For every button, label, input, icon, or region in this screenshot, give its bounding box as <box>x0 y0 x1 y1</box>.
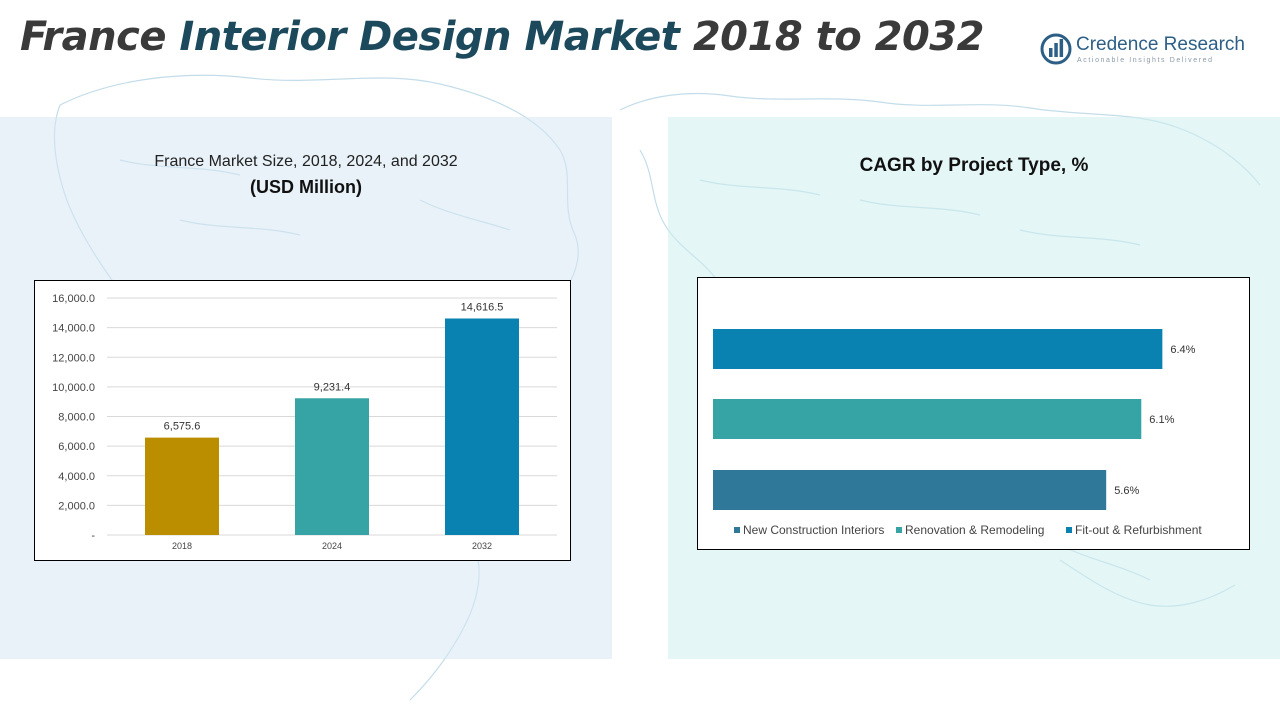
page-title: France Interior Design Market 2018 to 20… <box>20 14 984 60</box>
logo-name: Credence Research <box>1076 34 1245 55</box>
legend-label: Renovation & Remodeling <box>905 523 1044 537</box>
bar-value-label: 9,231.4 <box>314 381 351 393</box>
cagr-horizontal-bar-chart: 5.6% 6.1% 6.4% New Construction Interiors Re… <box>713 329 1202 537</box>
hbar-0 <box>713 470 1107 510</box>
cagr-chart-frame: 5.6% 6.1% 6.4% New Construction Interiors Re… <box>697 277 1250 550</box>
x-tick-label: 2032 <box>472 541 492 551</box>
y-tick-label: 10,000.0 <box>52 382 95 394</box>
y-tick-label: - <box>91 530 95 542</box>
hbar-value-label: 6.1% <box>1149 414 1174 426</box>
hbar-value-label: 6.4% <box>1170 344 1195 356</box>
y-tick-label: 16,000.0 <box>52 293 95 305</box>
y-tick-label: 4,000.0 <box>58 471 95 483</box>
credence-research-logo: Credence Research Actionable Insights De… <box>1040 30 1260 70</box>
bar-2018 <box>145 437 219 535</box>
bar-value-label: 14,616.5 <box>461 301 504 313</box>
bar-2032 <box>445 318 519 535</box>
legend-label: New Construction Interiors <box>743 523 884 537</box>
legend-label: Fit-out & Refurbishment <box>1075 523 1202 537</box>
cagr-chart-title: CAGR by Project Type, % <box>859 155 1089 176</box>
y-tick-label: 8,000.0 <box>58 412 95 424</box>
y-tick-label: 2,000.0 <box>58 500 95 512</box>
logo-mark-icon <box>1040 33 1072 65</box>
market-size-unit-label: (USD Million) <box>250 177 362 197</box>
hbar-2 <box>713 329 1163 369</box>
legend-swatch <box>896 527 902 533</box>
legend-swatch <box>734 527 740 533</box>
x-tick-label: 2024 <box>322 541 342 551</box>
x-tick-label: 2018 <box>172 541 192 551</box>
logo-tagline: Actionable Insights Delivered <box>1077 57 1214 64</box>
market-size-chart-title: France Market Size, 2018, 2024, and 2032 <box>154 153 458 170</box>
y-tick-label: 12,000.0 <box>52 352 95 364</box>
market-size-chart-frame: - 2,000.0 4,000.0 6,000.0 8,000.0 10,000.0 12,… <box>34 280 571 561</box>
hbar-value-label: 5.6% <box>1114 485 1139 497</box>
hbar-1 <box>713 399 1142 439</box>
y-tick-label: 6,000.0 <box>58 441 95 453</box>
bar-value-label: 6,575.6 <box>164 421 201 433</box>
market-size-bar-chart: - 2,000.0 4,000.0 6,000.0 8,000.0 10,000.0 12,… <box>52 293 557 551</box>
legend-swatch <box>1066 527 1072 533</box>
y-tick-label: 14,000.0 <box>52 323 95 335</box>
bar-2024 <box>295 398 369 535</box>
